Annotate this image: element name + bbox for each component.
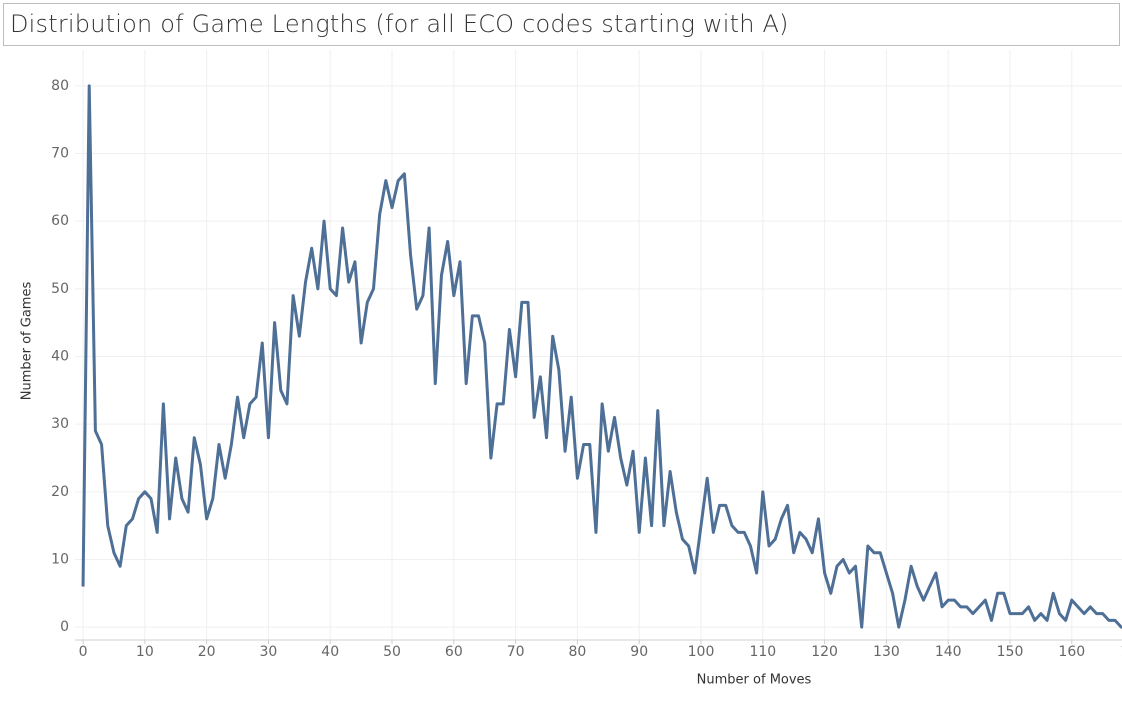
y-tick-label: 0 [60, 619, 69, 635]
y-tick-label: 70 [51, 146, 69, 162]
x-tick-label: 110 [749, 644, 776, 660]
title-box: Distribution of Game Lengths (for all EC… [3, 3, 1120, 46]
y-tick-label: 10 [51, 551, 69, 567]
y-tick-label: 60 [51, 213, 69, 229]
x-tick-label: 90 [630, 644, 648, 660]
x-tick-label: 70 [507, 644, 525, 660]
y-tick-label: 80 [51, 78, 69, 94]
x-tick-label: 80 [569, 644, 587, 660]
y-tick-label: 40 [51, 349, 69, 365]
x-tick-label: 100 [688, 644, 715, 660]
x-tick-label: 20 [198, 644, 216, 660]
x-tick-label: 50 [383, 644, 401, 660]
x-tick-label: 160 [1058, 644, 1085, 660]
x-tick-label: 120 [811, 644, 838, 660]
data-line [81, 84, 1122, 629]
x-tick-label: 150 [997, 644, 1024, 660]
x-tick-label: 140 [935, 644, 962, 660]
x-tick-label: 10 [136, 644, 154, 660]
x-tick-label: 30 [260, 644, 278, 660]
y-tick-label: 30 [51, 416, 69, 432]
y-tick-label: 20 [51, 484, 69, 500]
x-tick-label: 60 [445, 644, 463, 660]
x-tick-label: 170 [1120, 644, 1122, 660]
y-tick-label: 50 [51, 281, 69, 297]
x-tick-label: 40 [321, 644, 339, 660]
x-axis-title: Number of Moves [697, 673, 812, 688]
chart-title: Distribution of Game Lengths (for all EC… [10, 10, 789, 38]
y-axis-title: Number of Games [20, 282, 35, 401]
x-tick-label: 0 [79, 644, 88, 660]
x-tick-label: 130 [873, 644, 900, 660]
